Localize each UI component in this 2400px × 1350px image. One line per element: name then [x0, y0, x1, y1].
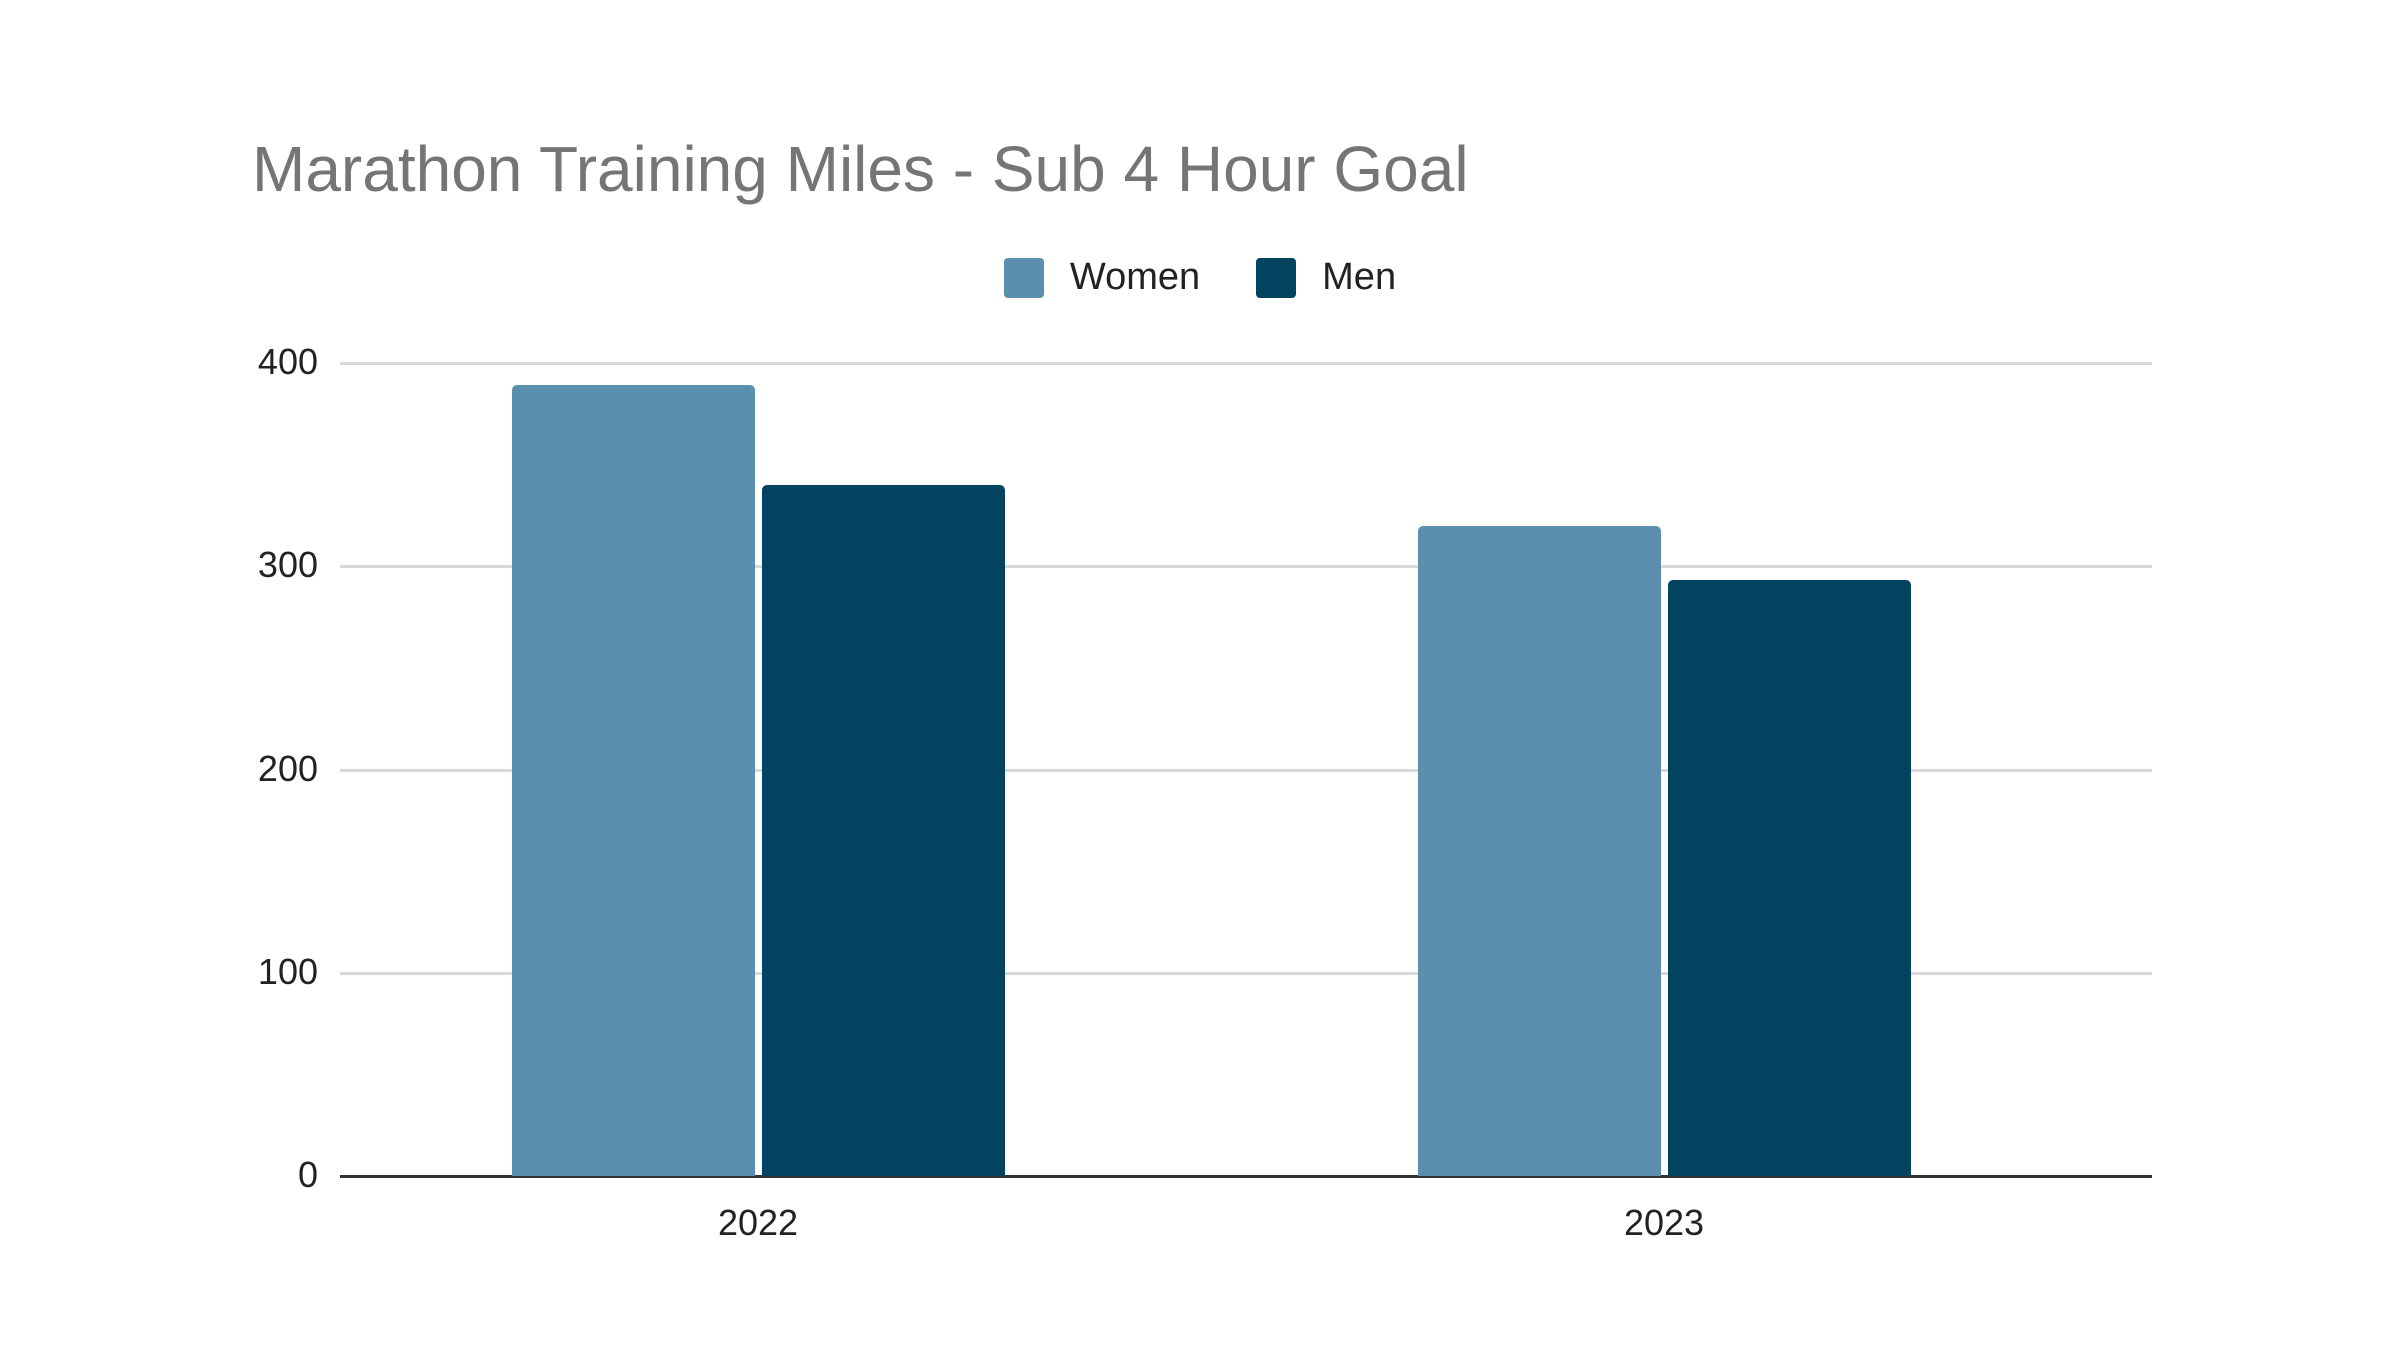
- bar-men-2022[interactable]: [761, 484, 1005, 1176]
- legend-swatch-men: [1256, 257, 1297, 298]
- x-tick-label: 2023: [1623, 1202, 1705, 1243]
- gridline: [340, 971, 2152, 975]
- bar-men-2023[interactable]: [1667, 580, 1911, 1176]
- plot-area: [340, 362, 2152, 1178]
- y-tick-label: 300: [257, 544, 318, 586]
- legend-label-women: Women: [1069, 256, 1201, 298]
- legend-item-women[interactable]: Women: [1003, 256, 1201, 299]
- gridline: [340, 362, 2152, 365]
- bar-women-2022[interactable]: [511, 385, 755, 1176]
- y-tick-label: 100: [257, 950, 318, 992]
- legend-label-men: Men: [1322, 256, 1397, 298]
- y-tick-label: 200: [257, 747, 318, 789]
- y-tick-label: 0: [297, 1154, 318, 1195]
- chart-title: Marathon Training Miles - Sub 4 Hour Goa…: [252, 133, 1469, 205]
- legend-swatch-women: [1003, 257, 1044, 298]
- gridline: [340, 565, 2152, 569]
- legend-item-men[interactable]: Men: [1256, 256, 1396, 299]
- x-axis-line: [340, 1175, 2152, 1178]
- gridline: [340, 768, 2152, 772]
- legend: Women Men: [0, 256, 2400, 299]
- x-tick-label: 2022: [717, 1202, 799, 1243]
- bar-women-2023[interactable]: [1417, 525, 1661, 1176]
- y-tick-label: 400: [257, 341, 318, 382]
